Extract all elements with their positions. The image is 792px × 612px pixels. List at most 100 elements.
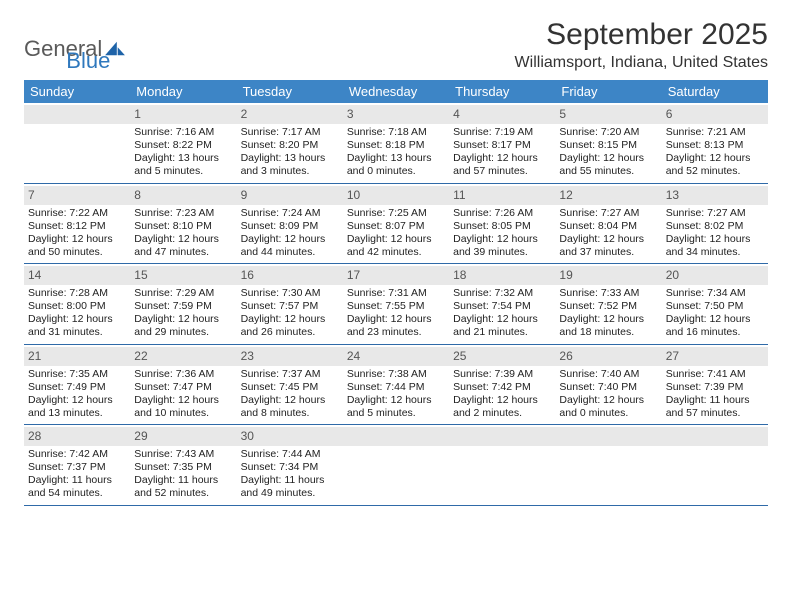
day-detail: Sunrise: 7:19 AMSunset: 8:17 PMDaylight:…: [453, 126, 551, 179]
calendar-cell: 7Sunrise: 7:22 AMSunset: 8:12 PMDaylight…: [24, 184, 130, 264]
header: General Blue September 2025 Williamsport…: [24, 18, 768, 74]
daylight-line: Daylight: 12 hours and 31 minutes.: [28, 313, 126, 339]
calendar-cell: [24, 103, 130, 183]
daylight-line: Daylight: 12 hours and 26 minutes.: [241, 313, 339, 339]
calendar-cell: 26Sunrise: 7:40 AMSunset: 7:40 PMDayligh…: [555, 345, 661, 425]
weekday-header: Saturday: [662, 80, 768, 103]
day-number: 9: [237, 186, 343, 205]
daylight-line: Daylight: 12 hours and 5 minutes.: [347, 394, 445, 420]
day-detail: Sunrise: 7:26 AMSunset: 8:05 PMDaylight:…: [453, 207, 551, 260]
daylight-line: Daylight: 12 hours and 52 minutes.: [666, 152, 764, 178]
sunrise-line: Sunrise: 7:28 AM: [28, 287, 126, 300]
sunset-line: Sunset: 7:45 PM: [241, 381, 339, 394]
sunset-line: Sunset: 7:37 PM: [28, 461, 126, 474]
day-detail: Sunrise: 7:17 AMSunset: 8:20 PMDaylight:…: [241, 126, 339, 179]
daylight-line: Daylight: 12 hours and 18 minutes.: [559, 313, 657, 339]
sunrise-line: Sunrise: 7:23 AM: [134, 207, 232, 220]
sunset-line: Sunset: 7:42 PM: [453, 381, 551, 394]
daylight-line: Daylight: 11 hours and 57 minutes.: [666, 394, 764, 420]
day-detail: Sunrise: 7:20 AMSunset: 8:15 PMDaylight:…: [559, 126, 657, 179]
day-detail: Sunrise: 7:27 AMSunset: 8:02 PMDaylight:…: [666, 207, 764, 260]
calendar-cell: 27 Sunrise: 7:41 AMSunset: 7:39 PMDayligh…: [662, 345, 768, 425]
sunset-line: Sunset: 8:02 PM: [666, 220, 764, 233]
sunset-line: Sunset: 7:35 PM: [134, 461, 232, 474]
calendar-cell: 4Sunrise: 7:19 AMSunset: 8:17 PMDaylight…: [449, 103, 555, 183]
calendar-cell: 23Sunrise: 7:37 AMSunset: 7:45 PMDayligh…: [237, 345, 343, 425]
day-detail: Sunrise: 7:21 AMSunset: 8:13 PMDaylight:…: [666, 126, 764, 179]
day-number: 2: [237, 105, 343, 124]
day-number: 14: [24, 266, 130, 285]
sunrise-line: Sunrise: 7:22 AM: [28, 207, 126, 220]
sunrise-line: Sunrise: 7:41 AM: [666, 368, 764, 381]
calendar-row: 7Sunrise: 7:22 AMSunset: 8:12 PMDaylight…: [24, 184, 768, 265]
calendar-cell: 19Sunrise: 7:33 AMSunset: 7:52 PMDayligh…: [555, 264, 661, 344]
day-detail: Sunrise: 7:43 AMSunset: 7:35 PMDaylight:…: [134, 448, 232, 501]
weekday-header: Tuesday: [237, 80, 343, 103]
day-detail: Sunrise: 7:40 AMSunset: 7:40 PMDaylight:…: [559, 368, 657, 421]
weekday-header: Sunday: [24, 80, 130, 103]
day-number: 17: [343, 266, 449, 285]
day-number: 3: [343, 105, 449, 124]
sunrise-line: Sunrise: 7:24 AM: [241, 207, 339, 220]
daylight-line: Daylight: 12 hours and 50 minutes.: [28, 233, 126, 259]
sunrise-line: Sunrise: 7:17 AM: [241, 126, 339, 139]
day-detail: Sunrise: 7:39 AMSunset: 7:42 PMDaylight:…: [453, 368, 551, 421]
day-detail: Sunrise: 7:32 AMSunset: 7:54 PMDaylight:…: [453, 287, 551, 340]
calendar-cell: 12Sunrise: 7:27 AMSunset: 8:04 PMDayligh…: [555, 184, 661, 264]
calendar-cell: 5Sunrise: 7:20 AMSunset: 8:15 PMDaylight…: [555, 103, 661, 183]
calendar-cell: 21Sunrise: 7:35 AMSunset: 7:49 PMDayligh…: [24, 345, 130, 425]
calendar-cell: 9Sunrise: 7:24 AMSunset: 8:09 PMDaylight…: [237, 184, 343, 264]
daylight-line: Daylight: 12 hours and 21 minutes.: [453, 313, 551, 339]
calendar-row: 14 Sunrise: 7:28 AMSunset: 8:00 PMDayligh…: [24, 264, 768, 345]
calendar-cell: 6Sunrise: 7:21 AMSunset: 8:13 PMDaylight…: [662, 103, 768, 183]
day-number: 13: [662, 186, 768, 205]
daylight-line: Daylight: 11 hours and 54 minutes.: [28, 474, 126, 500]
calendar-cell: 13 Sunrise: 7:27 AMSunset: 8:02 PMDayligh…: [662, 184, 768, 264]
sunset-line: Sunset: 7:59 PM: [134, 300, 232, 313]
day-detail: Sunrise: 7:28 AMSunset: 8:00 PMDaylight:…: [28, 287, 126, 340]
day-number: 28: [24, 427, 130, 446]
daylight-line: Daylight: 12 hours and 34 minutes.: [666, 233, 764, 259]
sunset-line: Sunset: 7:49 PM: [28, 381, 126, 394]
sunrise-line: Sunrise: 7:40 AM: [559, 368, 657, 381]
day-number: 8: [130, 186, 236, 205]
sunset-line: Sunset: 7:44 PM: [347, 381, 445, 394]
sunrise-line: Sunrise: 7:35 AM: [28, 368, 126, 381]
sunset-line: Sunset: 8:07 PM: [347, 220, 445, 233]
day-number: 27: [662, 347, 768, 366]
calendar-cell: 28 Sunrise: 7:42 AMSunset: 7:37 PMDayligh…: [24, 425, 130, 505]
day-number: [662, 427, 768, 446]
day-detail: Sunrise: 7:35 AMSunset: 7:49 PMDaylight:…: [28, 368, 126, 421]
calendar-cell: [343, 425, 449, 505]
daylight-line: Daylight: 12 hours and 44 minutes.: [241, 233, 339, 259]
day-number: 10: [343, 186, 449, 205]
calendar-cell: 22Sunrise: 7:36 AMSunset: 7:47 PMDayligh…: [130, 345, 236, 425]
logo: General Blue: [24, 24, 110, 74]
daylight-line: Daylight: 12 hours and 0 minutes.: [559, 394, 657, 420]
day-number: [555, 427, 661, 446]
daylight-line: Daylight: 12 hours and 10 minutes.: [134, 394, 232, 420]
sunset-line: Sunset: 7:40 PM: [559, 381, 657, 394]
day-detail: Sunrise: 7:22 AMSunset: 8:12 PMDaylight:…: [28, 207, 126, 260]
weekday-header: Monday: [130, 80, 236, 103]
day-number: 15: [130, 266, 236, 285]
calendar-row: 21Sunrise: 7:35 AMSunset: 7:49 PMDayligh…: [24, 345, 768, 426]
daylight-line: Daylight: 13 hours and 0 minutes.: [347, 152, 445, 178]
day-detail: Sunrise: 7:41 AMSunset: 7:39 PMDaylight:…: [666, 368, 764, 421]
sunrise-line: Sunrise: 7:42 AM: [28, 448, 126, 461]
sunrise-line: Sunrise: 7:16 AM: [134, 126, 232, 139]
sunrise-line: Sunrise: 7:18 AM: [347, 126, 445, 139]
weekday-header: Wednesday: [343, 80, 449, 103]
daylight-line: Daylight: 12 hours and 55 minutes.: [559, 152, 657, 178]
day-detail: Sunrise: 7:44 AMSunset: 7:34 PMDaylight:…: [241, 448, 339, 501]
calendar-cell: 25Sunrise: 7:39 AMSunset: 7:42 PMDayligh…: [449, 345, 555, 425]
sunrise-line: Sunrise: 7:38 AM: [347, 368, 445, 381]
day-detail: Sunrise: 7:38 AMSunset: 7:44 PMDaylight:…: [347, 368, 445, 421]
sunrise-line: Sunrise: 7:29 AM: [134, 287, 232, 300]
sunrise-line: Sunrise: 7:36 AM: [134, 368, 232, 381]
calendar-row: 1Sunrise: 7:16 AMSunset: 8:22 PMDaylight…: [24, 103, 768, 184]
calendar-cell: 20Sunrise: 7:34 AMSunset: 7:50 PMDayligh…: [662, 264, 768, 344]
weekday-header: Friday: [555, 80, 661, 103]
calendar-cell: [662, 425, 768, 505]
sunrise-line: Sunrise: 7:33 AM: [559, 287, 657, 300]
